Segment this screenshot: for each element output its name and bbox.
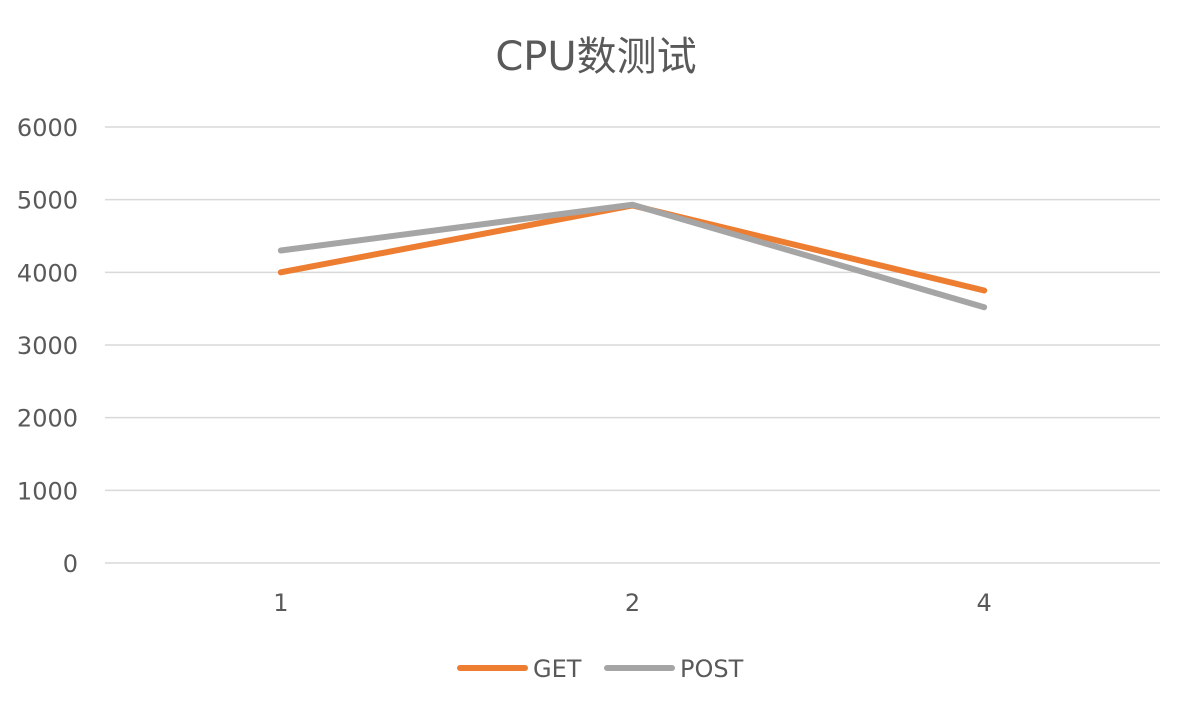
y-tick-label: 3000 xyxy=(17,332,78,360)
y-tick-label: 2000 xyxy=(17,405,78,433)
x-tick-label: 4 xyxy=(977,589,992,617)
legend-item-get: GET xyxy=(457,655,582,683)
y-tick-label: 5000 xyxy=(17,187,78,215)
x-tick-label: 1 xyxy=(273,589,288,617)
gridlines xyxy=(105,126,1160,564)
legend-label: POST xyxy=(680,655,744,683)
chart-title: CPU数测试 xyxy=(495,34,696,80)
y-tick-label: 1000 xyxy=(17,477,78,505)
y-tick-label: 0 xyxy=(63,550,78,578)
legend: GET POST xyxy=(457,655,744,683)
series-lines xyxy=(277,201,988,311)
series-line-post xyxy=(277,201,988,311)
y-tick-label: 4000 xyxy=(17,259,78,287)
y-tick-label: 6000 xyxy=(17,114,78,142)
x-tick-label: 2 xyxy=(625,589,640,617)
legend-item-post: POST xyxy=(604,655,744,683)
x-axis: 1 2 4 xyxy=(273,589,992,617)
legend-label: GET xyxy=(533,655,582,683)
y-axis: 0 1000 2000 3000 4000 5000 6000 xyxy=(17,114,78,578)
